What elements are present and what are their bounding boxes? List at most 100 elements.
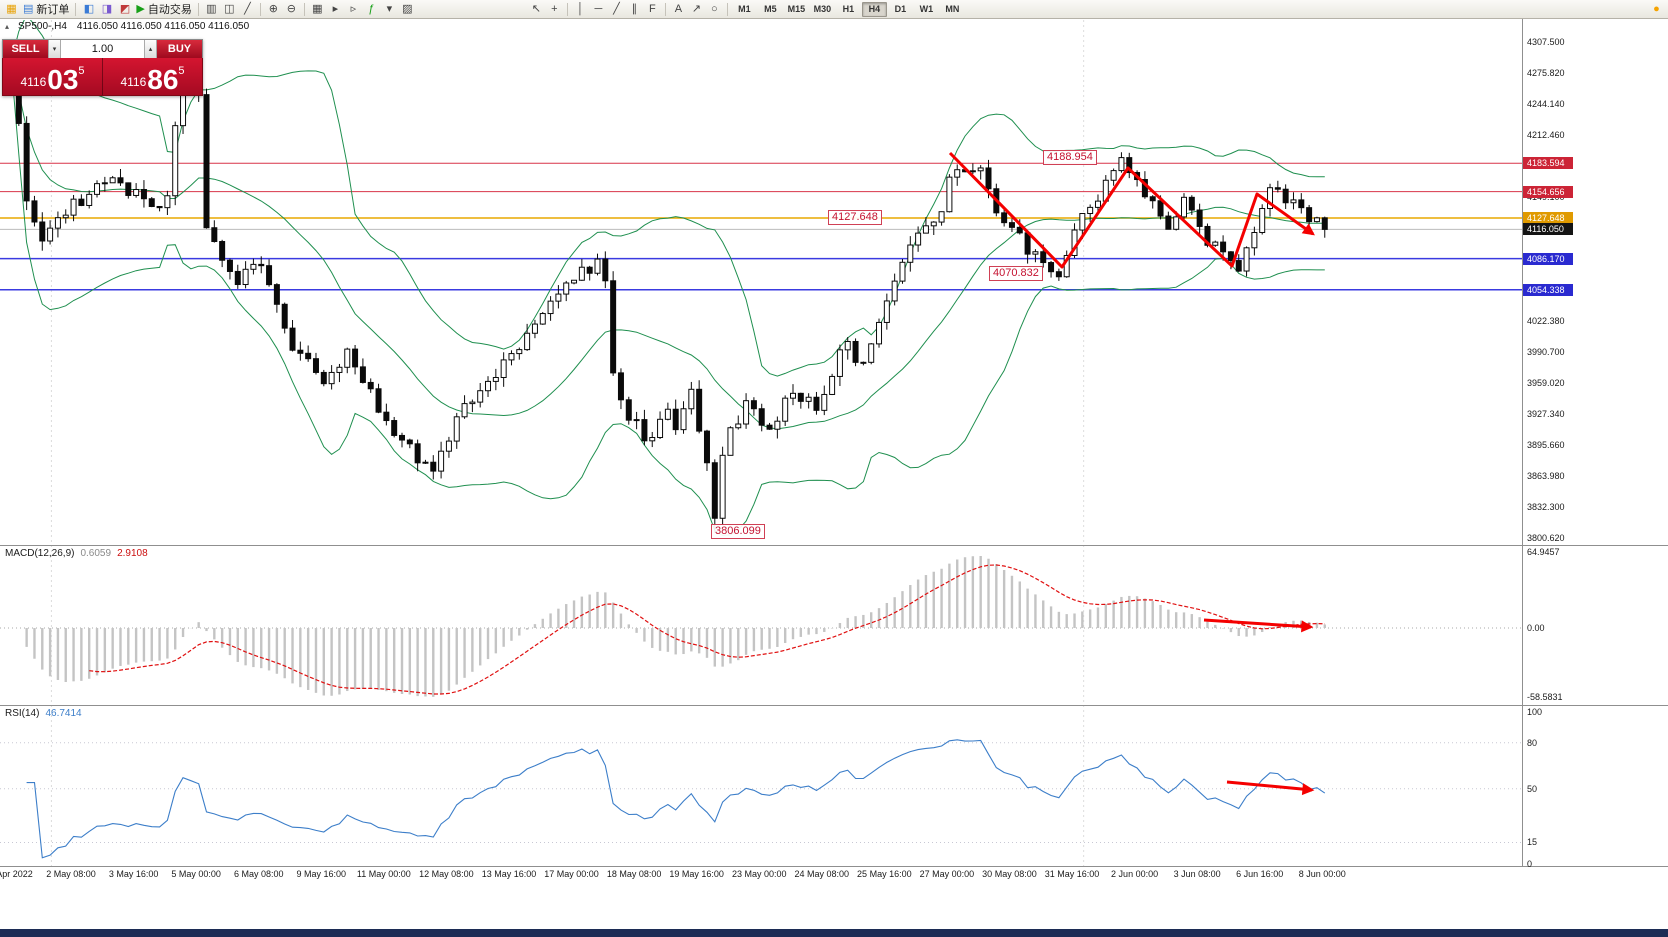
timeframe-button-h1[interactable]: H1 (842, 4, 855, 14)
macd-axis-label: 0.00 (1527, 623, 1545, 633)
toolbar-separator (303, 2, 305, 16)
rsi-level-lines (0, 742, 1522, 843)
timeframe-button-m15[interactable]: M15 (787, 4, 806, 14)
rsi-axis-label: 50 (1527, 784, 1538, 794)
price-callout[interactable]: 4070.832 (989, 266, 1043, 281)
price-axis-tag[interactable]: 4127.648 (1523, 212, 1573, 225)
time-axis-label: 3 Jun 08:00 (1173, 869, 1221, 879)
timeframe-button-d1[interactable]: D1 (894, 4, 907, 14)
data-window-icon[interactable]: ◨ (101, 2, 113, 15)
vertical-line-icon[interactable]: │ (576, 2, 584, 15)
bid-price-display[interactable]: 4116 03 5 (3, 58, 102, 95)
cursor-icon[interactable]: ↖ (531, 2, 541, 15)
time-axis-label: 19 May 16:00 (669, 869, 724, 879)
chart-shift-icon[interactable]: ▹ (350, 2, 357, 15)
text-icon[interactable]: A (674, 2, 683, 15)
bid-pip-digit: 5 (78, 65, 85, 77)
rsi-value: 46.7414 (45, 708, 82, 719)
market-watch-icon[interactable]: ◧ (83, 2, 95, 15)
periods-icon[interactable]: ▾ (386, 2, 393, 15)
shapes-icon[interactable]: ○ (711, 2, 718, 15)
volume-decrease-button[interactable]: ▾ (48, 40, 61, 58)
price-axis-label: 4307.500 (1527, 37, 1565, 47)
timeframe-button-m5[interactable]: M5 (764, 4, 777, 14)
rsi-panel-separator[interactable] (0, 703, 1668, 707)
price-axis-tag[interactable]: 4183.594 (1523, 157, 1573, 170)
fibonacci-icon[interactable]: F (649, 2, 656, 15)
volume-input[interactable] (61, 40, 144, 58)
macd-signal-value: 2.9108 (117, 548, 148, 559)
auto-trading-button[interactable]: ▶ 自动交易 (134, 1, 193, 18)
sell-button[interactable]: SELL (3, 40, 48, 58)
timeframe-button-m30[interactable]: M30 (813, 4, 832, 14)
time-axis-label: 2 May 08:00 (46, 869, 96, 879)
main-toolbar: ▦ ▤ 新订单 ◧ ◨ ◩ ▶ 自动交易 ▥ ◫ ╱ ⊕ ⊖ ▦ ▸ ▹ ƒ ▾ ▨ ↖ + │ ─ ╱ ∥ F A ↗ ○ M1 M5 M1… (0, 0, 1668, 19)
tile-windows-icon[interactable]: ▦ (312, 2, 323, 15)
one-click-panel-toggle-icon[interactable]: ▴ (5, 22, 10, 31)
trendline-icon[interactable]: ╱ (613, 2, 620, 15)
bollinger-bands (10, 20, 1325, 537)
zoom-out-icon[interactable]: ⊖ (286, 2, 296, 15)
toolbar-separator (75, 2, 77, 16)
rsi-indicator-header: RSI(14) 46.7414 (5, 708, 82, 719)
time-axis-label: 6 Jun 16:00 (1236, 869, 1284, 879)
channel-icon[interactable]: ∥ (631, 2, 638, 15)
price-axis-label: 4022.380 (1527, 316, 1565, 327)
price-axis-label: 3863.980 (1527, 471, 1565, 482)
bid-big-digits: 03 (47, 64, 79, 96)
indicators-icon[interactable]: ƒ (368, 2, 375, 15)
bar-chart-icon[interactable]: ▥ (206, 2, 217, 15)
zoom-in-icon[interactable]: ⊕ (268, 2, 278, 15)
navigator-icon[interactable]: ◩ (119, 2, 131, 15)
price-axis-tag[interactable]: 4154.656 (1523, 185, 1573, 198)
rsi-label: RSI(14) (5, 708, 40, 719)
timeframe-button-w1[interactable]: W1 (919, 4, 934, 14)
price-callout[interactable]: 4127.648 (828, 210, 882, 225)
macd-axis-label: -58.5831 (1527, 692, 1563, 702)
timeframe-button-m1[interactable]: M1 (738, 4, 751, 14)
timeframe-button-mn[interactable]: MN (945, 4, 960, 14)
time-axis-label: 6 May 08:00 (233, 869, 284, 879)
price-callout[interactable]: 4188.954 (1043, 150, 1097, 165)
community-icon[interactable]: ● (1653, 2, 1660, 15)
macd-indicator-header: MACD(12,26,9) 0.6059 2.9108 (5, 548, 148, 559)
chart-header: SP500-,H4 4116.050 4116.050 4116.050 411… (18, 21, 249, 32)
price-axis-tag[interactable]: 4116.050 (1523, 223, 1573, 236)
price-callout[interactable]: 3806.099 (711, 524, 765, 539)
time-axis-label: 17 May 00:00 (544, 869, 599, 879)
crosshair-icon[interactable]: + (551, 2, 558, 15)
ask-price-display[interactable]: 4116 86 5 (103, 58, 202, 95)
macd-panel-separator[interactable] (0, 543, 1668, 547)
chart-ohlc: 4116.050 4116.050 4116.050 4116.050 (76, 21, 250, 32)
candlestick-series (8, 50, 1328, 533)
macd-main-value: 0.6059 (80, 548, 112, 559)
price-axis-label: 3959.020 (1527, 378, 1565, 389)
chart-symbol-period: SP500-,H4 (18, 21, 67, 32)
price-axis-label: 4275.820 (1527, 68, 1565, 78)
price-axis-label: 3800.620 (1527, 533, 1565, 544)
buy-button[interactable]: BUY (157, 40, 202, 58)
price-axis-tag[interactable]: 4054.338 (1523, 283, 1573, 296)
new-order-button[interactable]: ▤ 新订单 (21, 1, 71, 18)
volume-increase-button[interactable]: ▴ (144, 40, 157, 58)
bid-ask-divider (102, 58, 103, 95)
horizontal-line-icon[interactable]: ─ (594, 2, 603, 15)
rsi-axis-label: 80 (1527, 738, 1538, 748)
time-axis-label: 2 Jun 00:00 (1111, 869, 1159, 879)
templates-icon[interactable]: ▨ (402, 2, 413, 15)
macd-label: MACD(12,26,9) (5, 548, 75, 559)
line-chart-icon[interactable]: ╱ (244, 2, 251, 15)
time-axis-label: 5 May 00:00 (171, 869, 221, 879)
timeframe-button-h4[interactable]: H4 (861, 1, 887, 17)
price-axis-label: 3990.700 (1527, 347, 1565, 358)
trend-annotation-arrows[interactable] (948, 151, 1315, 796)
toolbar-separator (726, 2, 728, 16)
arrow-tool-icon[interactable]: ↗ (691, 2, 701, 15)
price-axis-tag[interactable]: 4086.170 (1523, 252, 1573, 265)
ask-pip-digit: 5 (178, 65, 185, 77)
auto-scroll-icon[interactable]: ▸ (332, 2, 339, 15)
candlestick-chart-icon[interactable]: ◫ (224, 2, 235, 15)
